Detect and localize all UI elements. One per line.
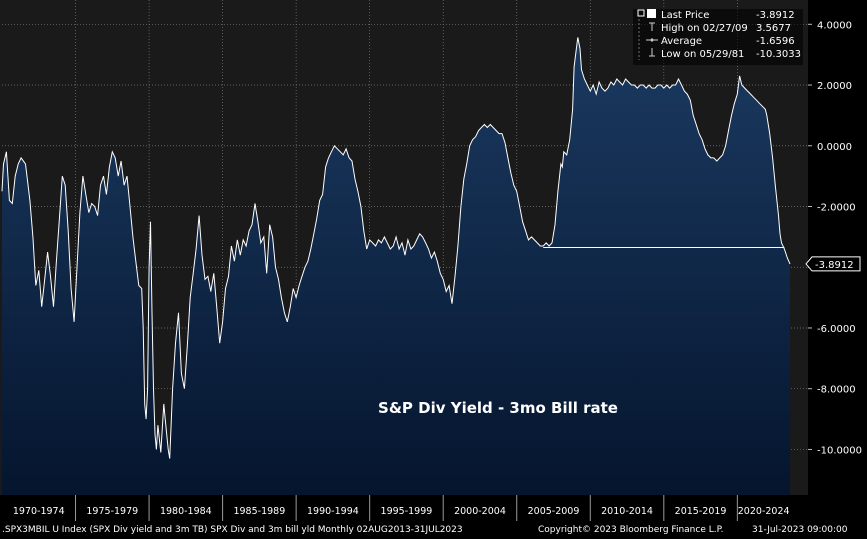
legend-marker-low	[649, 48, 655, 57]
footer-copyright: Copyright© 2023 Bloomberg Finance L.P.	[538, 525, 724, 535]
y-tick-label: -6.0000	[817, 324, 856, 335]
legend-value: -10.3033	[756, 49, 801, 60]
last-price-box	[805, 256, 861, 272]
legend-label: Last Price	[661, 10, 709, 21]
series-line	[1, 37, 791, 459]
legend: Last Price -3.8912 High on 02/27/09 3.5677 A…	[633, 9, 803, 65]
legend-value: 3.5677	[756, 23, 791, 34]
x-axis: 1970-1974 1975-1979 1980-1984 1985-1989 1990…	[13, 495, 790, 521]
y-tick-label: 0.0000	[817, 142, 852, 153]
y-tick-label: 4.0000	[817, 20, 852, 31]
x-tick-label: 1975-1979	[86, 506, 138, 517]
y-tick-label: -8.0000	[817, 385, 856, 396]
last-price-tag: -3.8912	[805, 256, 861, 272]
x-tick-label: 1990-1994	[307, 506, 359, 517]
x-tick-label: 2015-2019	[675, 506, 727, 517]
x-tick-label: 1970-1974	[13, 506, 65, 517]
x-tick-label: 2000-2004	[454, 506, 506, 517]
legend-label: Average	[661, 36, 702, 47]
footer: .SPX3MBIL U Index (SPX Div yield and 3m …	[0, 522, 867, 539]
legend-marker-square	[637, 9, 645, 17]
legend-label: Low on 05/29/81	[661, 49, 744, 60]
series-area	[2, 37, 790, 496]
legend-value: -1.6596	[756, 36, 795, 47]
x-tick-label: 1995-1999	[381, 506, 433, 517]
x-axis-band	[0, 495, 808, 522]
y-tick-label: 2.0000	[817, 81, 852, 92]
y-axis: 4.00002.00000.0000-2.0000-4.0000-6.0000-…	[808, 20, 862, 456]
x-tick-label: 2005-2009	[528, 506, 580, 517]
legend-marker-average-dot	[650, 38, 654, 42]
footer-source: .SPX3MBIL U Index (SPX Div yield and 3m …	[2, 525, 463, 535]
x-tick-label: 1980-1984	[160, 506, 212, 517]
x-tick-label: 2010-2014	[601, 506, 653, 517]
y-tick-label: -2.0000	[817, 203, 856, 214]
last-price-label: -3.8912	[815, 260, 854, 271]
chart-title: S&P Div Yield - 3mo Bill rate	[378, 399, 618, 417]
legend-marker-high	[649, 22, 655, 31]
legend-marker-filled	[647, 9, 656, 18]
chart-svg: 1970-1974 1975-1979 1980-1984 1985-1989 1990…	[0, 0, 862, 522]
footer-timestamp: 31-Jul-2023 09:00:00	[752, 525, 848, 535]
x-tick-label: 2020-2024	[738, 506, 790, 517]
y-tick-label: -10.0000	[817, 445, 862, 456]
legend-label: High on 02/27/09	[661, 23, 748, 34]
x-tick-label: 1985-1989	[233, 506, 285, 517]
legend-value: -3.8912	[756, 10, 795, 21]
legend-box	[633, 9, 803, 65]
